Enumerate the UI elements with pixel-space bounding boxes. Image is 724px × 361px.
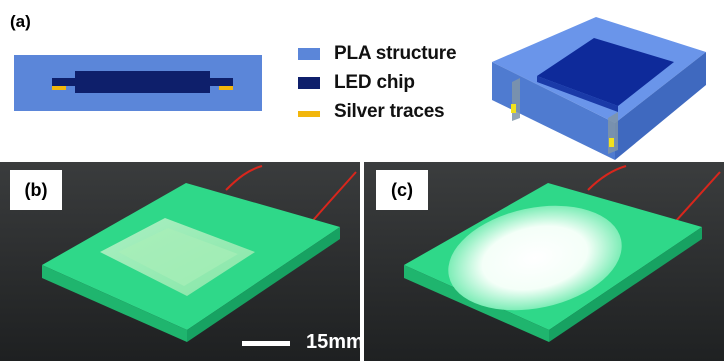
- iso-silver-right: [609, 138, 614, 147]
- photo-b: [0, 162, 360, 361]
- photo-c-led-glow: [448, 205, 622, 311]
- photo-b-wire-1: [225, 165, 263, 191]
- iso-led-top: [537, 38, 674, 106]
- panel-label-c: (c): [376, 170, 428, 210]
- photo-b-slab-right: [187, 227, 340, 342]
- cross-section-led-tab-right: [208, 78, 233, 86]
- cross-section-diagram: [14, 55, 262, 111]
- legend-label-pla: PLA structure: [334, 43, 457, 64]
- cross-section-led-chip: [75, 71, 210, 93]
- panel-label-a: (a): [10, 12, 31, 31]
- legend-item-silver: Silver traces: [298, 101, 445, 123]
- iso-trace-rail-left: [512, 78, 520, 121]
- legend-swatch-silver: [298, 110, 320, 117]
- scale-bar-label: 15mm: [306, 331, 364, 353]
- legend-swatch-pla: [298, 48, 320, 60]
- iso-trace-rail-right: [608, 112, 618, 154]
- photo-c-wire-1: [587, 165, 627, 191]
- legend-swatch-led: [298, 77, 320, 89]
- panel-label-b: (b): [10, 170, 62, 210]
- legend-label-silver: Silver traces: [334, 101, 445, 122]
- cross-section-led-tab-left: [52, 78, 77, 86]
- photo-b-led-inner: [118, 228, 238, 286]
- scale-bar: [242, 341, 290, 346]
- isometric-diagram: [492, 17, 706, 160]
- cross-section-silver-right: [219, 86, 233, 90]
- iso-slab-front: [492, 62, 615, 160]
- cross-section-silver-left: [52, 86, 66, 90]
- photo-c-slab-right: [549, 227, 702, 342]
- iso-slab-right: [615, 52, 706, 160]
- photo-b-slab-front: [42, 265, 187, 342]
- legend-item-led: LED chip: [298, 72, 415, 94]
- iso-led-front: [537, 76, 618, 112]
- legend-label-led: LED chip: [334, 72, 415, 93]
- iso-silver-left: [511, 104, 516, 113]
- legend-item-pla: PLA structure: [298, 43, 457, 65]
